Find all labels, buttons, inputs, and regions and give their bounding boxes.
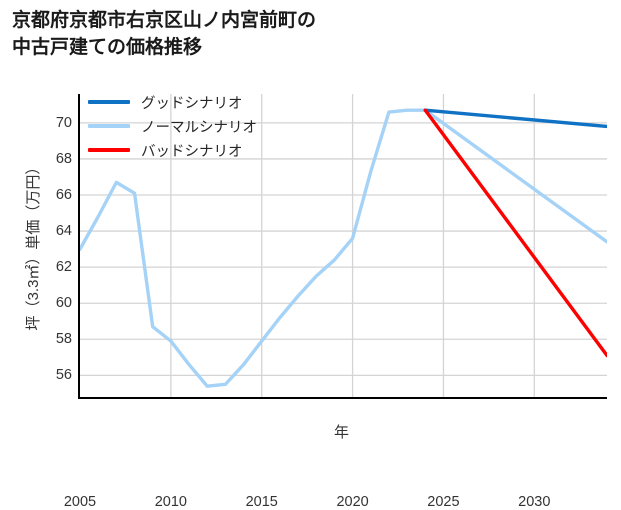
legend-swatch-icon (88, 148, 130, 152)
legend-item[interactable]: バッドシナリオ (88, 138, 257, 162)
x-tick-label: 2010 (154, 494, 187, 510)
legend-label: ノーマルシナリオ (141, 119, 257, 136)
legend-label: グッドシナリオ (141, 95, 243, 112)
legend-item[interactable]: ノーマルシナリオ (88, 114, 257, 138)
y-tick-label: 68 (55, 150, 72, 167)
y-tick-label: 58 (55, 331, 72, 348)
legend-item[interactable]: グッドシナリオ (88, 90, 257, 114)
plot-svg (80, 94, 607, 397)
series-line (423, 108, 607, 358)
y-tick-label: 56 (55, 367, 72, 384)
y-tick-label: 70 (55, 114, 72, 131)
y-axis-label: 坪（3.3㎡）単価（万円） (25, 159, 42, 331)
series-line (423, 108, 607, 129)
x-tick-label: 2020 (336, 494, 369, 510)
x-tick-label: 2030 (518, 494, 551, 510)
y-tick-label: 60 (55, 295, 72, 312)
x-tick-label: 2025 (427, 494, 460, 510)
chart-figure: 京都府京都市右京区山ノ内宮前町の 中古戸建ての価格推移 坪（3.3㎡）単価（万円… (12, 10, 607, 510)
chart-legend: グッドシナリオ ノーマルシナリオ バッドシナリオ (88, 90, 257, 162)
data-series-group (80, 108, 607, 388)
x-axis-label: 年 (333, 424, 349, 441)
legend-label: バッドシナリオ (141, 143, 243, 160)
series-line (80, 108, 607, 388)
legend-swatch-icon (88, 100, 130, 104)
x-tick-label: 2015 (245, 494, 278, 510)
y-tick-label: 62 (55, 259, 72, 276)
legend-swatch-icon (88, 124, 130, 128)
gridlines (80, 94, 607, 397)
x-tick-label: 2005 (63, 494, 97, 510)
y-tick-label: 66 (55, 187, 72, 203)
page-title: 京都府京都市右京区山ノ内宮前町の 中古戸建ての価格推移 (12, 10, 317, 58)
y-tick-label: 64 (55, 223, 72, 240)
